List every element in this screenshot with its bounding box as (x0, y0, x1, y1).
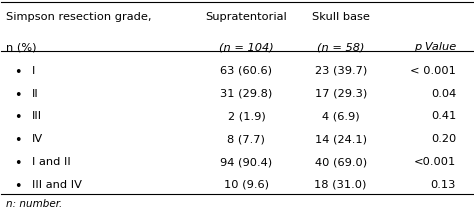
Text: •: • (14, 134, 22, 147)
Text: •: • (14, 157, 22, 170)
Text: 17 (29.3): 17 (29.3) (315, 89, 367, 99)
Text: 0.13: 0.13 (431, 180, 456, 190)
Text: Simpson resection grade,: Simpson resection grade, (6, 12, 152, 22)
Text: 0.41: 0.41 (431, 112, 456, 121)
Text: p Value: p Value (414, 42, 456, 52)
Text: •: • (14, 66, 22, 79)
Text: n (%): n (%) (6, 42, 36, 52)
Text: 40 (69.0): 40 (69.0) (315, 157, 367, 167)
Text: I: I (32, 66, 36, 76)
Text: 2 (1.9): 2 (1.9) (228, 112, 265, 121)
Text: < 0.001: < 0.001 (410, 66, 456, 76)
Text: n: number.: n: number. (6, 199, 63, 209)
Text: 4 (6.9): 4 (6.9) (322, 112, 359, 121)
Text: 18 (31.0): 18 (31.0) (314, 180, 367, 190)
Text: (n = 104): (n = 104) (219, 42, 274, 52)
Text: 94 (90.4): 94 (90.4) (220, 157, 273, 167)
Text: •: • (14, 89, 22, 102)
Text: 14 (24.1): 14 (24.1) (315, 134, 367, 144)
Text: 63 (60.6): 63 (60.6) (220, 66, 273, 76)
Text: III: III (32, 112, 42, 121)
Text: I and II: I and II (32, 157, 71, 167)
Text: 10 (9.6): 10 (9.6) (224, 180, 269, 190)
Text: •: • (14, 180, 22, 193)
Text: IV: IV (32, 134, 43, 144)
Text: 23 (39.7): 23 (39.7) (315, 66, 367, 76)
Text: 8 (7.7): 8 (7.7) (228, 134, 265, 144)
Text: Supratentorial: Supratentorial (206, 12, 287, 22)
Text: 0.20: 0.20 (431, 134, 456, 144)
Text: (n = 58): (n = 58) (317, 42, 365, 52)
Text: II: II (32, 89, 39, 99)
Text: <0.001: <0.001 (414, 157, 456, 167)
Text: Skull base: Skull base (312, 12, 370, 22)
Text: •: • (14, 112, 22, 124)
Text: 0.04: 0.04 (431, 89, 456, 99)
Text: 31 (29.8): 31 (29.8) (220, 89, 273, 99)
Text: III and IV: III and IV (32, 180, 82, 190)
